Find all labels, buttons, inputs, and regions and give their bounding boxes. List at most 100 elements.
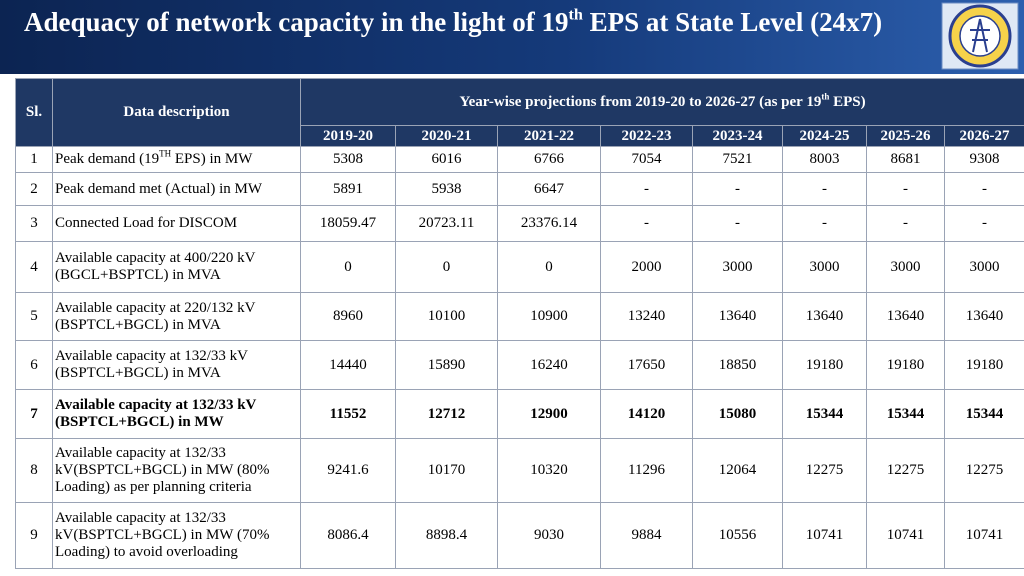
value-cell: 7054 xyxy=(600,146,693,173)
value-cell: 12712 xyxy=(395,389,498,439)
value-cell: 3000 xyxy=(866,241,945,293)
value-cell: - xyxy=(692,205,783,242)
title-bar xyxy=(0,0,1024,74)
value-cell: 9884 xyxy=(600,502,693,569)
value-cell: 15890 xyxy=(395,340,498,390)
text-part: Peak demand (19 xyxy=(55,151,160,167)
text-part: Year-wise projections from 2019-20 to 20… xyxy=(459,93,822,110)
slide-title: Adequacy of network capacity in the ligh… xyxy=(24,6,924,38)
year-cell: 2024-25 xyxy=(782,125,867,147)
value-cell: 15080 xyxy=(692,389,783,439)
sl-cell: 1 xyxy=(15,146,53,173)
value-cell: - xyxy=(943,205,1024,242)
sl-cell: 3 xyxy=(15,205,53,242)
sl-cell: 2 xyxy=(15,172,53,206)
value-cell: 10741 xyxy=(782,502,867,569)
desc-cell: Peak demand met (Actual) in MW xyxy=(52,172,301,206)
sl-cell: 9 xyxy=(15,502,53,569)
value-cell: 17650 xyxy=(600,340,693,390)
value-cell: 5308 xyxy=(300,146,396,173)
value-cell: 12900 xyxy=(497,389,601,439)
value-cell: 10741 xyxy=(943,502,1024,569)
data-row: 2 Peak demand met (Actual) in MW 5891 5938 6… xyxy=(15,172,1024,206)
value-cell: 15344 xyxy=(866,389,945,439)
value-cell: - xyxy=(600,205,693,242)
desc-cell: Available capacity at 132/33 kV (BSPTCL+… xyxy=(52,340,301,390)
superscript: th xyxy=(568,5,583,24)
value-cell: 18850 xyxy=(692,340,783,390)
value-cell: 0 xyxy=(300,241,396,293)
value-cell: 5891 xyxy=(300,172,396,206)
sl-cell: 5 xyxy=(15,292,53,341)
value-cell: - xyxy=(943,172,1024,206)
value-cell: 0 xyxy=(497,241,601,293)
desc-cell: Peak demand (19TH EPS) in MW xyxy=(52,146,301,173)
data-row: 9 Available capacity at 132/33 kV(BSPTCL+… xyxy=(15,502,1024,569)
value-cell: - xyxy=(782,172,867,206)
value-cell: 12064 xyxy=(692,438,783,503)
text-part: Adequacy of network capacity in the ligh… xyxy=(24,7,569,37)
value-cell: 10741 xyxy=(866,502,945,569)
value-cell: 3000 xyxy=(782,241,867,293)
desc-cell: Available capacity at 132/33 kV(BSPTCL+B… xyxy=(52,502,301,569)
value-cell: 9241.6 xyxy=(300,438,396,503)
header-cell: Sl. xyxy=(15,78,53,147)
header-row: 2019-20 2020-21 2021-22 2022-23 2023-24 2024-… xyxy=(16,125,1024,147)
desc-cell: Available capacity at 220/132 kV (BSPTCL… xyxy=(52,292,301,341)
value-cell: 18059.47 xyxy=(300,205,396,242)
data-row: 5 Available capacity at 220/132 kV (BSPTC… xyxy=(15,292,1024,341)
text-part: EPS at State Level (24x7) xyxy=(582,7,883,37)
value-cell: 13640 xyxy=(866,292,945,341)
value-cell: - xyxy=(600,172,693,206)
value-cell: 8681 xyxy=(866,146,945,173)
value-cell: - xyxy=(782,205,867,242)
year-cell: 2020-21 xyxy=(395,125,498,147)
value-cell: 20723.11 xyxy=(395,205,498,242)
data-row: 7 Available capacity at 132/33 kV (BSPTCL… xyxy=(15,389,1024,439)
header-row: Sl. Data description Year-wise projections… xyxy=(15,78,1024,147)
text-part: EPS) in MW xyxy=(171,151,253,167)
value-cell: 5938 xyxy=(395,172,498,206)
sl-cell: 6 xyxy=(15,340,53,390)
value-cell: 19180 xyxy=(782,340,867,390)
value-cell: 2000 xyxy=(600,241,693,293)
data-row: 6 Available capacity at 132/33 kV (BSPTCL… xyxy=(15,340,1024,390)
sl-cell: 8 xyxy=(15,438,53,503)
value-cell: 11296 xyxy=(600,438,693,503)
logo-center xyxy=(959,15,1001,57)
value-cell: 15344 xyxy=(943,389,1024,439)
value-cell: 0 xyxy=(395,241,498,293)
value-cell: 16240 xyxy=(497,340,601,390)
value-cell: 14440 xyxy=(300,340,396,390)
year-cell: 2022-23 xyxy=(600,125,693,147)
value-cell: 7521 xyxy=(692,146,783,173)
desc-cell: Available capacity at 132/33 kV (BSPTCL+… xyxy=(52,389,301,439)
value-cell: 19180 xyxy=(866,340,945,390)
value-cell: 23376.14 xyxy=(497,205,601,242)
value-cell: 13640 xyxy=(943,292,1024,341)
value-cell: 11552 xyxy=(300,389,396,439)
value-cell: 6647 xyxy=(497,172,601,206)
value-cell: 3000 xyxy=(943,241,1024,293)
value-cell: 3000 xyxy=(692,241,783,293)
year-cell: 2026-27 xyxy=(943,125,1024,147)
value-cell: 8960 xyxy=(300,292,396,341)
value-cell: 10170 xyxy=(395,438,498,503)
year-cell: 2023-24 xyxy=(692,125,783,147)
logo xyxy=(941,2,1019,70)
data-row: 3 Connected Load for DISCOM 18059.47 20723.… xyxy=(15,205,1024,242)
value-cell: 6016 xyxy=(395,146,498,173)
data-row: 4 Available capacity at 400/220 kV (BGCL+… xyxy=(15,241,1024,293)
value-cell: 10900 xyxy=(497,292,601,341)
value-cell: 13240 xyxy=(600,292,693,341)
year-cell: 2025-26 xyxy=(866,125,945,147)
superscript: TH xyxy=(159,148,172,159)
value-cell: 12275 xyxy=(782,438,867,503)
value-cell: 10556 xyxy=(692,502,783,569)
header-cell: Year-wise projections from 2019-20 to 20… xyxy=(299,78,1024,126)
value-cell: - xyxy=(866,205,945,242)
value-cell: 13640 xyxy=(782,292,867,341)
desc-cell: Connected Load for DISCOM xyxy=(52,205,301,242)
text-part: EPS) xyxy=(829,93,866,110)
